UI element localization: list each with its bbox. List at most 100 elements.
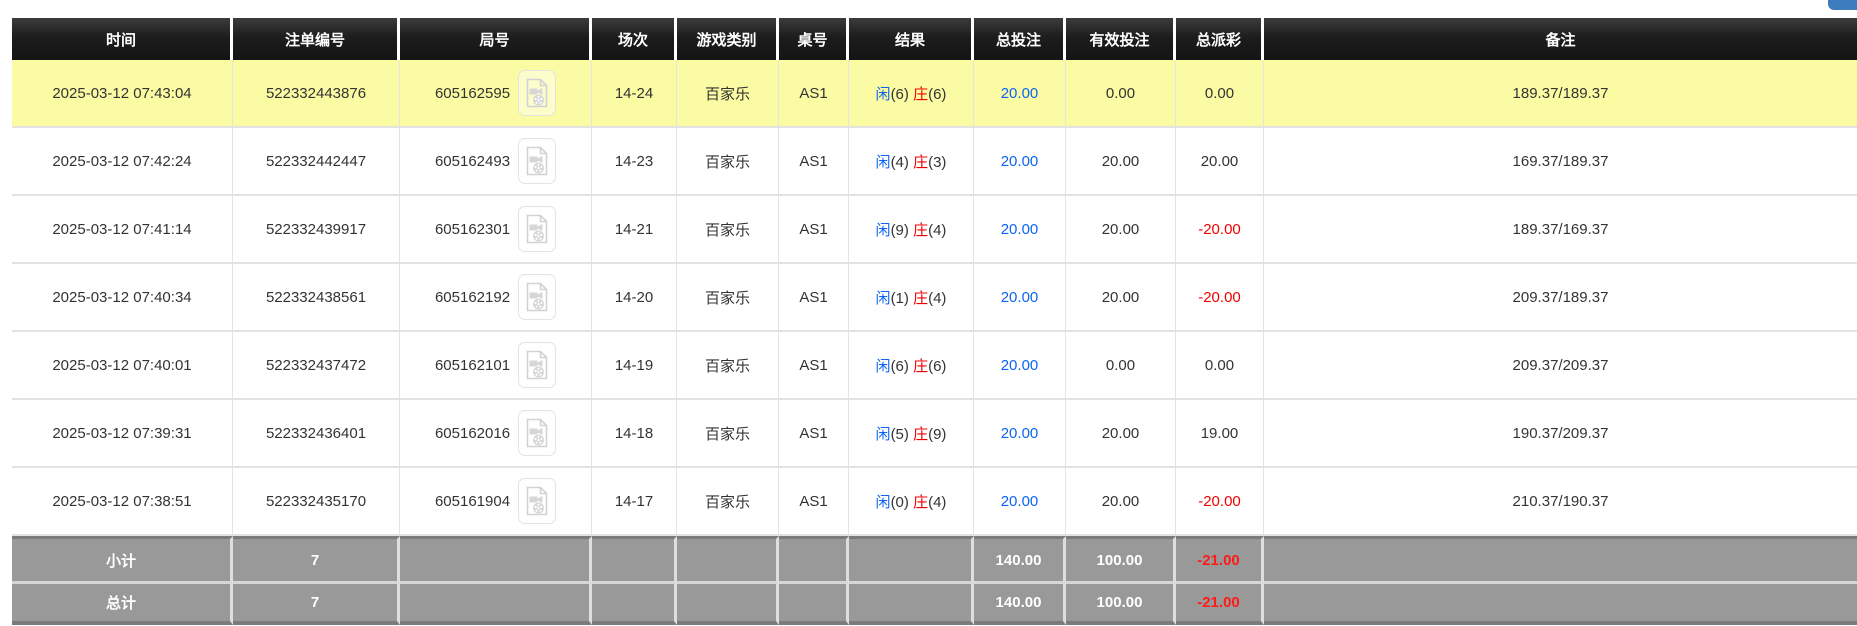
table-row: 2025-03-12 07:38:51 522332435170 605161904… (12, 468, 1857, 536)
footer-table-empty (779, 536, 849, 581)
header-row: 时间 注单编号 局号 场次 游戏类别 桌号 结果 总投注 有效投注 总派彩 备注 (12, 18, 1857, 60)
valid-bet-cell: 20.00 (1066, 468, 1176, 536)
footer-total-bet: 140.00 (974, 536, 1066, 581)
round-cell-content: 605162595 (435, 70, 557, 116)
valid-bet-cell: 20.00 (1066, 400, 1176, 468)
footer-label: 小计 (12, 536, 233, 581)
game-type-cell: 百家乐 (677, 468, 779, 536)
bet-id-cell: 522332438561 (233, 264, 400, 332)
footer-total-bet: 140.00 (974, 581, 1066, 625)
footer-game-empty (677, 581, 779, 625)
player-result-label: 闲 (875, 153, 891, 171)
round-cell-content: 605162192 (434, 274, 557, 320)
footer-round-empty (400, 581, 592, 625)
payout-cell: 0.00 (1176, 60, 1264, 128)
video-replay-button[interactable] (518, 274, 557, 320)
bet-id-cell: 522332436401 (233, 400, 400, 468)
bet-id-cell: 522332439917 (233, 196, 400, 264)
payout-cell: 20.00 (1176, 128, 1264, 196)
bet-records-table-container: 时间 注单编号 局号 场次 游戏类别 桌号 结果 总投注 有效投注 总派彩 备注 2025-03-1… (12, 18, 1857, 625)
banker-result-value: (6) (928, 357, 947, 375)
round-number: 605162493 (434, 152, 511, 170)
banker-result-value: (9) (928, 425, 947, 443)
footer-game-empty (677, 536, 779, 581)
footer-count: 7 (233, 536, 400, 581)
banker-result-value: (4) (928, 493, 947, 511)
total-bet-cell[interactable]: 20.00 (974, 400, 1066, 468)
banker-result-value: (4) (928, 289, 947, 307)
column-header-10: 总派彩 (1176, 18, 1264, 60)
valid-bet-cell: 20.00 (1066, 128, 1176, 196)
player-result-label: 闲 (875, 425, 891, 443)
player-result-value: (1) (890, 289, 909, 307)
round-number: 605162016 (434, 424, 511, 442)
player-result-value: (6) (890, 357, 909, 375)
video-replay-button[interactable] (518, 478, 557, 524)
session-cell: 14-17 (592, 468, 677, 536)
result-cell: 闲(5) 庄(9) (849, 400, 974, 468)
round-cell: 605162101 (400, 332, 592, 400)
column-header-1: 时间 (12, 18, 233, 60)
payout-cell: 0.00 (1176, 332, 1264, 400)
total-bet-cell[interactable]: 20.00 (974, 468, 1066, 536)
table-row: 2025-03-12 07:41:14 522332439917 605162301… (12, 196, 1857, 264)
video-file-icon (526, 486, 548, 516)
column-header-3: 局号 (400, 18, 592, 60)
session-cell: 14-19 (592, 332, 677, 400)
player-result-label: 闲 (875, 289, 891, 307)
footer-count: 7 (233, 581, 400, 625)
round-cell-content: 605161904 (435, 478, 557, 524)
round-cell-content: 605162301 (434, 206, 557, 252)
video-replay-button[interactable] (518, 138, 557, 184)
total-bet-cell[interactable]: 20.00 (974, 264, 1066, 332)
subtotal-row: 小计 7 140.00 100.00 -21.00 (12, 536, 1857, 581)
column-header-4: 场次 (592, 18, 677, 60)
table-no-cell: AS1 (779, 264, 849, 332)
valid-bet-cell: 0.00 (1066, 60, 1176, 128)
session-cell: 14-24 (592, 60, 677, 128)
video-replay-button[interactable] (518, 410, 557, 456)
table-no-cell: AS1 (779, 128, 849, 196)
round-cell: 605162016 (400, 400, 592, 468)
table-no-cell: AS1 (779, 400, 849, 468)
player-result-value: (9) (890, 221, 909, 239)
video-replay-button[interactable] (518, 70, 557, 116)
round-number: 605162192 (434, 288, 511, 306)
session-cell: 14-18 (592, 400, 677, 468)
video-file-icon (526, 418, 548, 448)
round-number: 605162301 (434, 220, 511, 238)
banker-result-label: 庄 (913, 85, 929, 103)
clipped-blue-button[interactable] (1828, 0, 1857, 10)
total-bet-cell[interactable]: 20.00 (974, 128, 1066, 196)
footer-label: 总计 (12, 581, 233, 625)
table-body: 2025-03-12 07:43:04 522332443876 605162595… (12, 60, 1857, 536)
footer-session-empty (592, 536, 677, 581)
footer-round-empty (400, 536, 592, 581)
table-no-cell: AS1 (779, 60, 849, 128)
banker-result-label: 庄 (913, 493, 929, 511)
banker-result-label: 庄 (913, 221, 929, 239)
remark-cell: 189.37/169.37 (1264, 196, 1857, 264)
result-cell: 闲(4) 庄(3) (849, 128, 974, 196)
remark-cell: 209.37/209.37 (1264, 332, 1857, 400)
column-header-8: 总投注 (974, 18, 1066, 60)
player-result-value: (5) (890, 425, 909, 443)
video-replay-button[interactable] (518, 206, 557, 252)
video-replay-button[interactable] (518, 342, 557, 388)
player-result-value: (0) (890, 493, 909, 511)
total-bet-cell[interactable]: 20.00 (974, 60, 1066, 128)
table-no-cell: AS1 (779, 332, 849, 400)
remark-cell: 209.37/189.37 (1264, 264, 1857, 332)
bet-id-cell: 522332442447 (233, 128, 400, 196)
footer-result-empty (849, 536, 974, 581)
total-bet-cell[interactable]: 20.00 (974, 332, 1066, 400)
footer-remark-empty (1264, 536, 1857, 581)
game-type-cell: 百家乐 (677, 128, 779, 196)
valid-bet-cell: 20.00 (1066, 196, 1176, 264)
player-result-label: 闲 (875, 221, 891, 239)
player-result-value: (4) (890, 153, 909, 171)
total-bet-cell[interactable]: 20.00 (974, 196, 1066, 264)
time-cell: 2025-03-12 07:40:34 (12, 264, 233, 332)
remark-cell: 190.37/209.37 (1264, 400, 1857, 468)
game-type-cell: 百家乐 (677, 332, 779, 400)
